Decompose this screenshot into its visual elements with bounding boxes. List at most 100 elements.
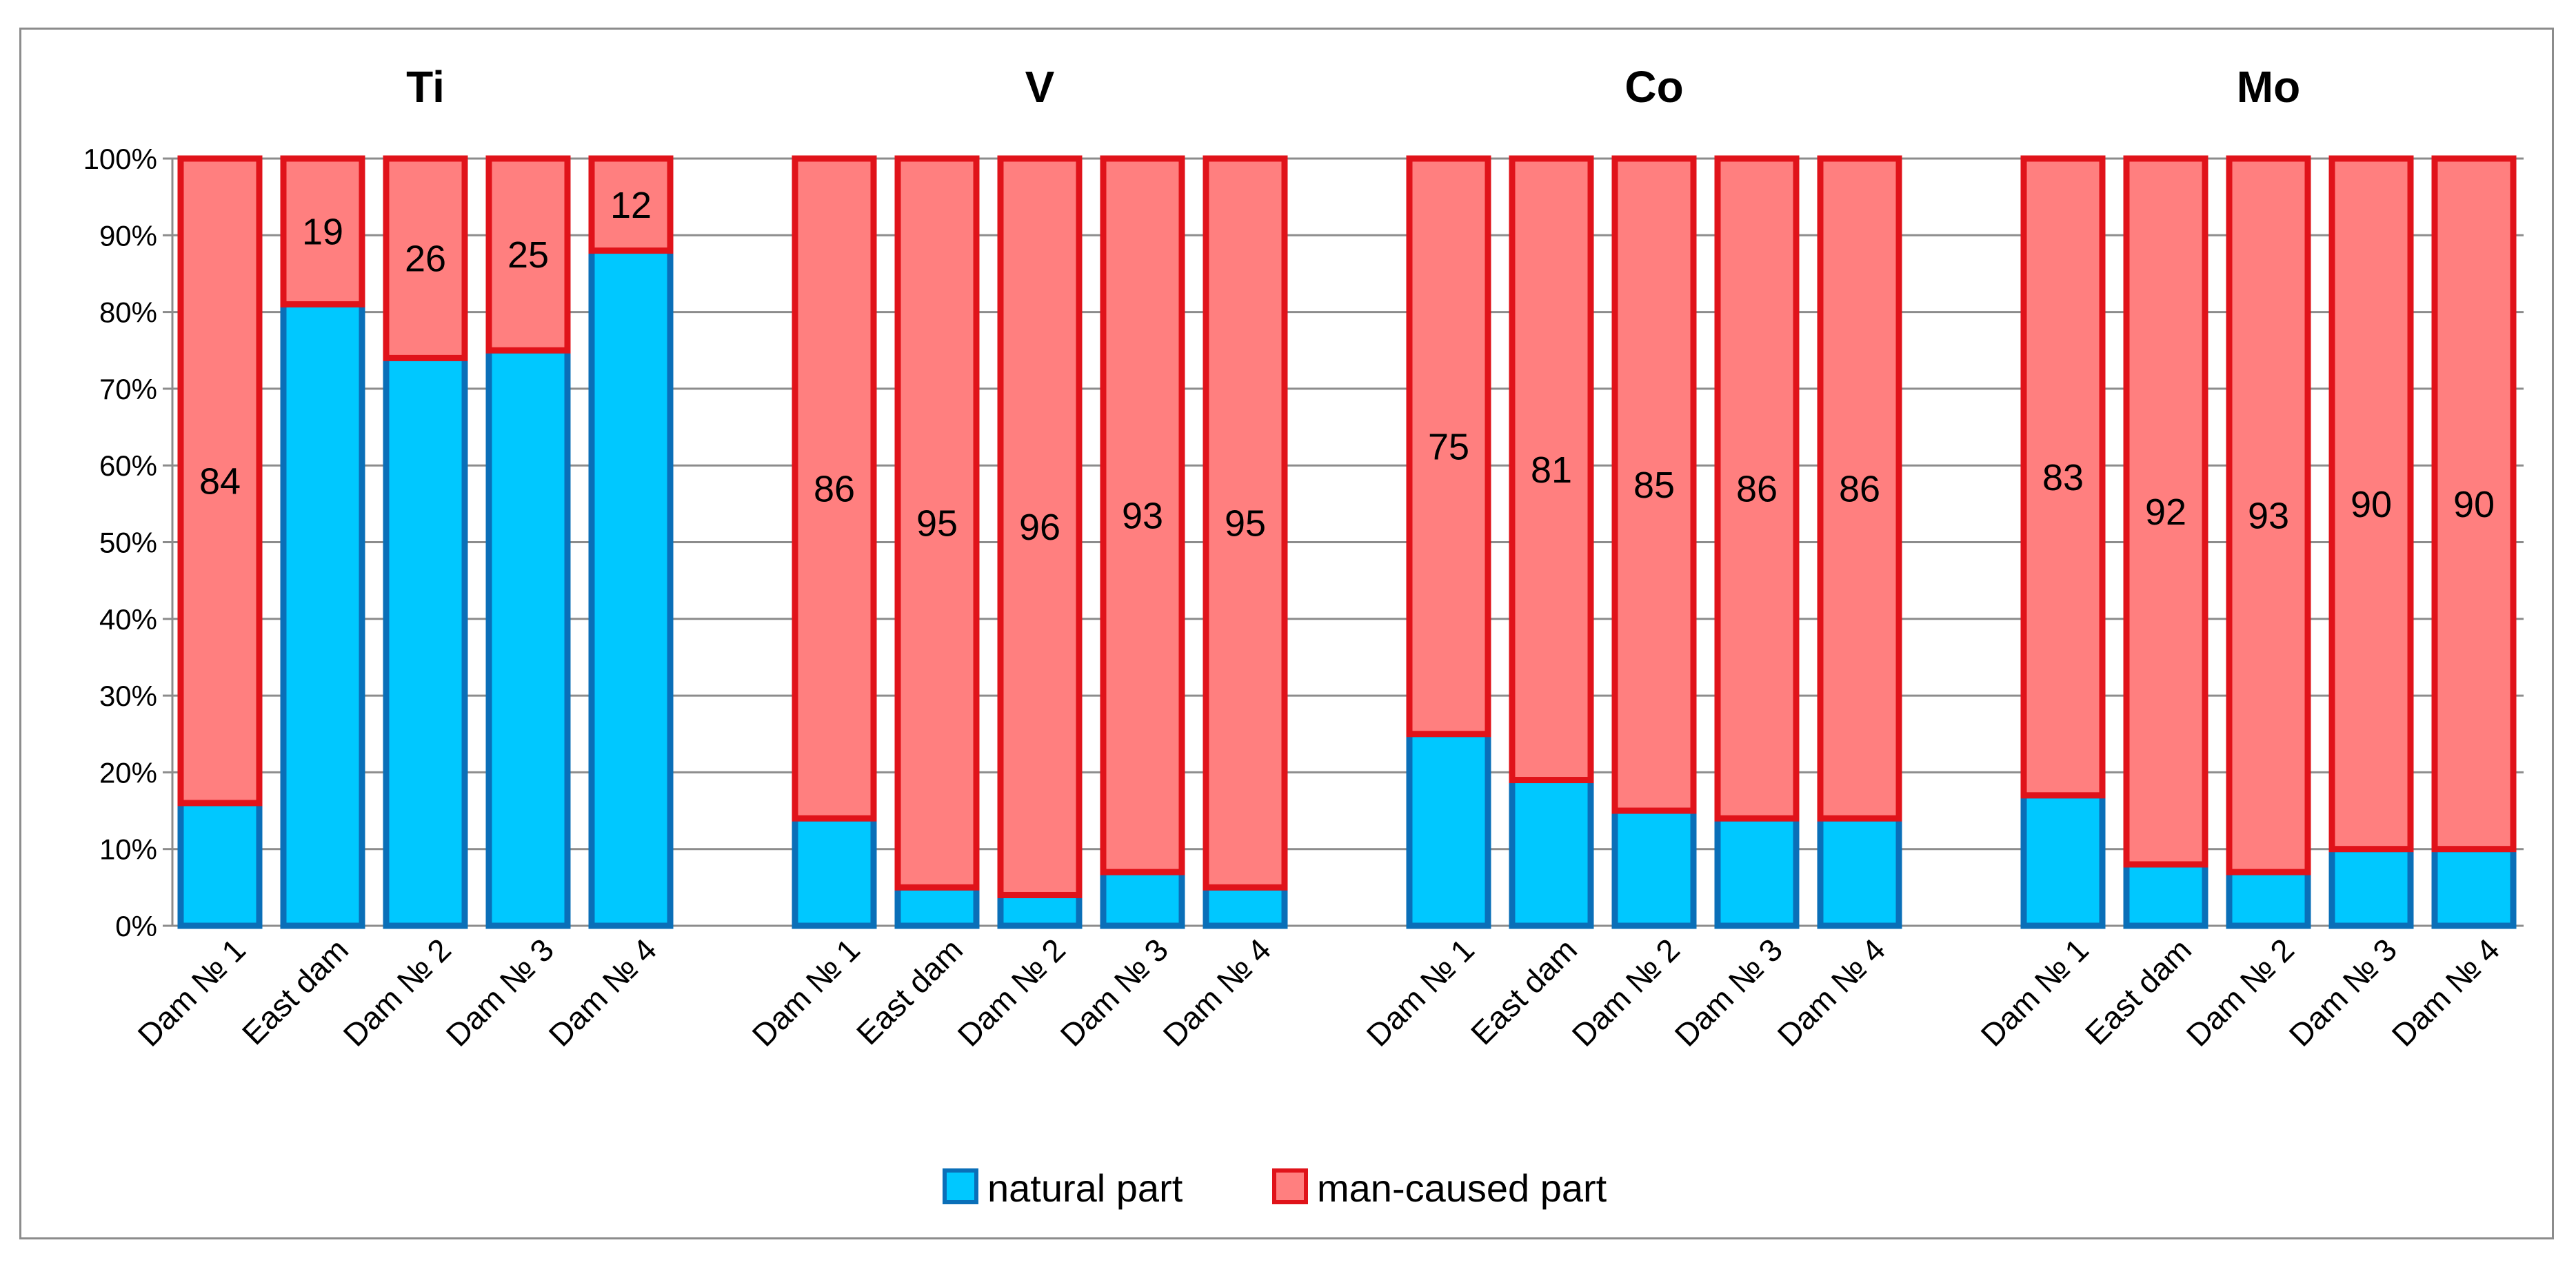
bar-natural-part xyxy=(997,891,1083,929)
panel-title: Ti xyxy=(406,62,445,112)
y-tick-label: 100% xyxy=(83,143,157,175)
bar-natural-part xyxy=(2020,792,2106,929)
bar-natural-part xyxy=(177,800,263,929)
bar-value-label: 86 xyxy=(1839,469,1880,510)
bar-natural-part xyxy=(1406,731,1491,929)
bar-natural-part xyxy=(1203,884,1288,929)
bar-man-caused-part xyxy=(383,155,468,361)
bar-natural-part xyxy=(1100,869,1185,929)
y-axis-ticks: 0% 10% 20% 30% 40% 50% 60% 70% 80% 90% 100% xyxy=(83,143,174,942)
bar-man-caused-part xyxy=(177,155,263,807)
x-category-label: Dam № 4 xyxy=(1156,931,1278,1053)
x-category-label: Dam № 4 xyxy=(2385,931,2507,1053)
x-category-label: East dam xyxy=(849,931,969,1051)
bar-value-label: 92 xyxy=(2145,491,2186,533)
bar-value-label: 95 xyxy=(916,503,958,545)
bar-man-caused-part xyxy=(997,155,1083,898)
x-category-label: Dam № 1 xyxy=(1360,931,1482,1053)
bar-man-caused-part xyxy=(2226,155,2311,875)
bar-value-label: 95 xyxy=(1225,503,1266,545)
bar-man-caused-part xyxy=(1100,155,1185,875)
panel-title: Co xyxy=(1624,62,1683,112)
bar-man-caused-part xyxy=(280,155,365,307)
bar-natural-part xyxy=(1509,777,1594,929)
bar-value-label: 83 xyxy=(2042,457,2084,498)
y-tick-label: 20% xyxy=(99,756,157,789)
bar-value-label: 93 xyxy=(2248,496,2289,537)
x-category-label: East dam xyxy=(235,931,355,1051)
bar-value-label: 25 xyxy=(507,234,549,276)
x-category-label: Dam № 2 xyxy=(951,931,1073,1053)
y-tick-label: 60% xyxy=(99,449,157,482)
panel-titles: Ti V Co Mo xyxy=(406,62,2300,112)
bar-man-caused-part xyxy=(894,155,980,891)
data-labels: 84 19 26 25 12 86 95 96 93 95 75 81 85 86 86 83 92 93 90 90 xyxy=(199,185,2495,548)
bar-value-label: 75 xyxy=(1428,426,1469,467)
bar-man-caused-part xyxy=(792,155,877,822)
bar-natural-part xyxy=(2431,846,2517,929)
x-category-label: East dam xyxy=(2078,931,2198,1051)
bar-natural-part xyxy=(2328,846,2414,929)
bar-man-caused-part xyxy=(2123,155,2208,868)
bars xyxy=(177,155,2517,929)
y-tick-label: 70% xyxy=(99,373,157,405)
legend-swatch-natural xyxy=(943,1168,978,1204)
legend: natural part man-caused part xyxy=(943,1166,1607,1210)
bar-value-label: 93 xyxy=(1122,496,1163,537)
bar-natural-part xyxy=(2226,869,2311,929)
x-category-label: Dam № 1 xyxy=(745,931,867,1053)
panel-title: V xyxy=(1025,62,1055,112)
x-category-label: Dam № 3 xyxy=(1054,931,1176,1053)
x-category-label: Dam № 1 xyxy=(131,931,253,1053)
x-category-label: Dam № 2 xyxy=(2180,931,2302,1053)
legend-swatch-man-caused xyxy=(1272,1168,1308,1204)
y-tick-label: 0% xyxy=(115,910,157,942)
bar-man-caused-part xyxy=(485,155,571,354)
bar-man-caused-part xyxy=(2328,155,2414,853)
bar-man-caused-part xyxy=(1509,155,1594,784)
x-category-label: Dam № 3 xyxy=(2282,931,2404,1053)
bar-value-label: 19 xyxy=(302,212,343,253)
bar-value-label: 85 xyxy=(1633,465,1675,506)
bar-value-label: 84 xyxy=(199,460,241,502)
bar-natural-part xyxy=(1714,815,1800,929)
x-category-label: Dam № 2 xyxy=(336,931,459,1053)
bar-value-label: 86 xyxy=(814,469,855,510)
x-category-label: Dam № 1 xyxy=(1974,931,2096,1053)
bar-natural-part xyxy=(1611,807,1697,929)
bar-value-label: 81 xyxy=(1531,449,1572,491)
bar-value-label: 90 xyxy=(2351,484,2392,525)
legend-label-man-caused: man-caused part xyxy=(1317,1166,1607,1210)
bar-natural-part xyxy=(588,247,674,929)
bar-natural-part xyxy=(383,354,468,929)
bar-man-caused-part xyxy=(1817,155,1902,822)
y-tick-label: 90% xyxy=(99,219,157,252)
bar-value-label: 26 xyxy=(405,239,446,280)
bar-value-label: 90 xyxy=(2453,484,2495,525)
bar-man-caused-part xyxy=(1406,155,1491,738)
bar-value-label: 86 xyxy=(1736,469,1778,510)
bar-value-label: 96 xyxy=(1019,507,1060,548)
bar-man-caused-part xyxy=(2020,155,2106,799)
bar-man-caused-part xyxy=(1714,155,1800,822)
bar-natural-part xyxy=(1817,815,1902,929)
y-tick-label: 10% xyxy=(99,833,157,866)
bar-man-caused-part xyxy=(1611,155,1697,814)
legend-label-natural: natural part xyxy=(987,1166,1183,1210)
bar-man-caused-part xyxy=(2431,155,2517,853)
x-category-label: East dam xyxy=(1464,931,1584,1051)
x-category-label: Dam № 4 xyxy=(542,931,664,1053)
bar-man-caused-part xyxy=(588,155,674,254)
bar-natural-part xyxy=(792,815,877,929)
panel-title: Mo xyxy=(2237,62,2300,112)
y-tick-label: 30% xyxy=(99,680,157,712)
x-category-label: Dam № 2 xyxy=(1565,931,1687,1053)
x-category-label: Dam № 3 xyxy=(1668,931,1790,1053)
bar-natural-part xyxy=(894,884,980,929)
bar-natural-part xyxy=(2123,861,2208,929)
y-tick-label: 50% xyxy=(99,527,157,559)
x-category-label: Dam № 3 xyxy=(439,931,561,1053)
bar-man-caused-part xyxy=(1203,155,1288,891)
